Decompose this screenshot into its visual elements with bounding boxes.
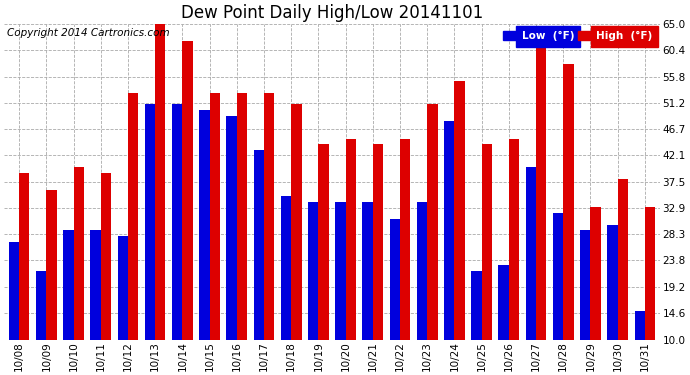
Bar bbox=[553, 213, 563, 340]
Bar bbox=[580, 231, 591, 340]
Bar bbox=[400, 139, 411, 340]
Bar bbox=[635, 311, 645, 340]
Bar bbox=[444, 122, 455, 340]
Bar bbox=[9, 242, 19, 340]
Bar bbox=[281, 196, 291, 340]
Bar bbox=[210, 93, 220, 340]
Bar bbox=[63, 231, 74, 340]
Bar bbox=[101, 173, 111, 340]
Bar bbox=[19, 173, 30, 340]
Bar bbox=[335, 202, 346, 340]
Bar bbox=[237, 93, 247, 340]
Title: Dew Point Daily High/Low 20141101: Dew Point Daily High/Low 20141101 bbox=[181, 4, 483, 22]
Bar bbox=[563, 64, 573, 340]
Bar bbox=[46, 190, 57, 340]
Bar bbox=[117, 236, 128, 340]
Bar bbox=[308, 202, 318, 340]
Bar bbox=[618, 179, 628, 340]
Bar bbox=[373, 144, 383, 340]
Bar bbox=[390, 219, 400, 340]
Bar bbox=[182, 41, 193, 340]
Bar bbox=[128, 93, 138, 340]
Bar bbox=[254, 150, 264, 340]
Bar bbox=[291, 104, 302, 340]
Bar bbox=[591, 207, 601, 340]
Bar bbox=[199, 110, 210, 340]
Bar bbox=[427, 104, 437, 340]
Bar bbox=[90, 231, 101, 340]
Bar bbox=[417, 202, 427, 340]
Bar bbox=[482, 144, 492, 340]
Bar bbox=[155, 24, 166, 340]
Bar bbox=[226, 116, 237, 340]
Bar bbox=[264, 93, 275, 340]
Bar bbox=[74, 167, 84, 340]
Bar bbox=[526, 167, 536, 340]
Bar bbox=[362, 202, 373, 340]
Bar bbox=[536, 47, 546, 340]
Text: Copyright 2014 Cartronics.com: Copyright 2014 Cartronics.com bbox=[8, 28, 170, 39]
Bar bbox=[645, 207, 656, 340]
Bar bbox=[498, 265, 509, 340]
Bar bbox=[172, 104, 182, 340]
Bar bbox=[607, 225, 618, 340]
Bar bbox=[471, 271, 482, 340]
Bar bbox=[318, 144, 328, 340]
Bar bbox=[145, 104, 155, 340]
Bar bbox=[509, 139, 519, 340]
Bar bbox=[346, 139, 356, 340]
Legend: Low  (°F), High  (°F): Low (°F), High (°F) bbox=[501, 29, 655, 44]
Bar bbox=[455, 81, 465, 340]
Bar bbox=[36, 271, 46, 340]
